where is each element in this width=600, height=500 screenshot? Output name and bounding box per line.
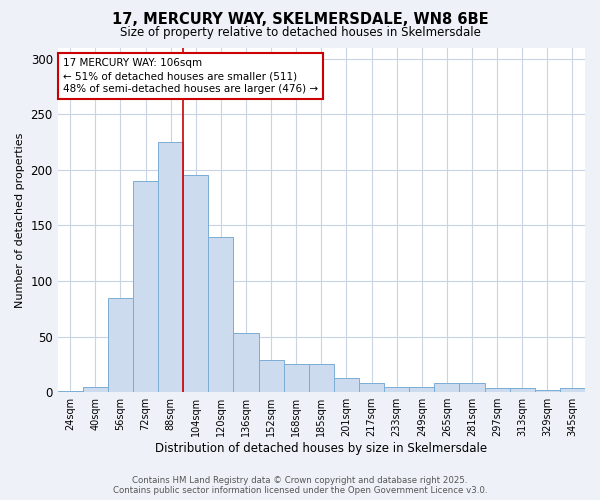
Bar bbox=[409, 386, 434, 392]
Bar bbox=[359, 384, 384, 392]
Y-axis label: Number of detached properties: Number of detached properties bbox=[15, 132, 25, 308]
Bar bbox=[535, 390, 560, 392]
Bar bbox=[208, 236, 233, 392]
Bar bbox=[233, 334, 259, 392]
Text: Contains HM Land Registry data © Crown copyright and database right 2025.
Contai: Contains HM Land Registry data © Crown c… bbox=[113, 476, 487, 495]
Text: 17, MERCURY WAY, SKELMERSDALE, WN8 6BE: 17, MERCURY WAY, SKELMERSDALE, WN8 6BE bbox=[112, 12, 488, 28]
Bar bbox=[183, 176, 208, 392]
Bar bbox=[259, 360, 284, 392]
Text: 17 MERCURY WAY: 106sqm
← 51% of detached houses are smaller (511)
48% of semi-de: 17 MERCURY WAY: 106sqm ← 51% of detached… bbox=[63, 58, 318, 94]
Bar bbox=[334, 378, 359, 392]
Bar bbox=[384, 386, 409, 392]
Bar bbox=[309, 364, 334, 392]
Bar bbox=[460, 384, 485, 392]
Bar bbox=[434, 384, 460, 392]
Bar bbox=[133, 181, 158, 392]
Bar bbox=[284, 364, 309, 392]
Bar bbox=[108, 298, 133, 392]
Bar bbox=[58, 391, 83, 392]
Text: Size of property relative to detached houses in Skelmersdale: Size of property relative to detached ho… bbox=[119, 26, 481, 39]
Bar bbox=[485, 388, 509, 392]
Bar bbox=[560, 388, 585, 392]
Bar bbox=[509, 388, 535, 392]
Bar bbox=[158, 142, 183, 392]
Bar bbox=[83, 386, 108, 392]
X-axis label: Distribution of detached houses by size in Skelmersdale: Distribution of detached houses by size … bbox=[155, 442, 487, 455]
